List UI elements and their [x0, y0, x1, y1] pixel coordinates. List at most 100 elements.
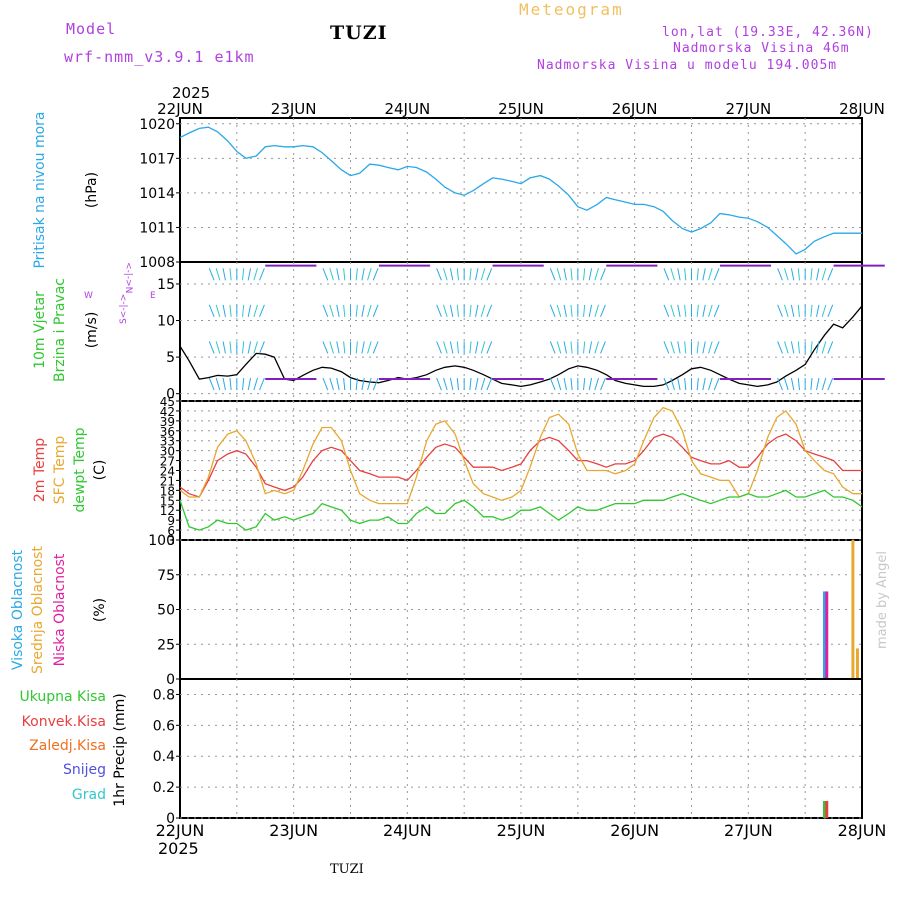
wind-arrow: [677, 377, 681, 391]
wind-arrow: [708, 304, 713, 318]
wind-arrow: [696, 377, 699, 391]
wind-unit: (m/s): [84, 312, 100, 349]
wind-arrow: [229, 341, 232, 354]
cloud-side-labels: Visoka Oblacnost Srednja Oblacnost Niska…: [10, 546, 108, 674]
cloud-bar: [851, 540, 855, 679]
wind-arrow: [583, 341, 586, 354]
wind-arrow: [436, 304, 442, 318]
wind-arrow: [475, 341, 479, 354]
wind-arrow: [797, 304, 800, 317]
wind-arrow: [600, 268, 606, 281]
wind-label-2: Brzina i Pravac: [52, 278, 68, 382]
wind-arrow: [556, 304, 562, 318]
wind-arrow: [329, 341, 334, 354]
wind-arrow: [827, 268, 834, 281]
wind-arrow: [367, 377, 372, 391]
cloud-tick-label: 0: [166, 672, 175, 688]
wind-arrow: [355, 268, 358, 281]
wind-arrow: [486, 304, 493, 318]
wind-arrow: [684, 304, 687, 317]
wind-arrow: [208, 341, 215, 354]
wind-arrow: [229, 304, 232, 317]
temp-tick-label: 42: [160, 405, 175, 419]
wind-label-1: 10m Vjetar: [32, 291, 48, 369]
temp-tick-label: 36: [160, 425, 175, 439]
wind-arrow: [702, 377, 706, 391]
wind-arrow: [556, 268, 562, 281]
wind-arrow: [449, 268, 454, 281]
precip-tick-label: 0: [166, 811, 175, 827]
wind-arrow: [588, 268, 593, 281]
wind-arrow: [480, 341, 486, 354]
wind-arrow: [670, 377, 675, 391]
wind-arrow: [713, 304, 720, 318]
wind-arrow: [784, 377, 789, 391]
precip-panel: 0.8 0.6 0.4 0.2 0: [153, 678, 863, 827]
bottom-date-labels: 22JUN 23JUN 24JUN 25JUN 26JUN 27JUN 28JUN: [156, 821, 887, 840]
wind-arrow: [456, 268, 459, 281]
temp-series-line: [179, 433, 862, 498]
pressure-tick-label: 1008: [139, 255, 175, 271]
temp-tick-label: 9: [167, 514, 175, 528]
cloud-tick-label: 50: [157, 603, 175, 619]
compass-w: W: [84, 291, 93, 301]
wind-arrow: [469, 377, 472, 391]
wind-arrow: [696, 341, 699, 354]
wind-arrow: [215, 377, 221, 391]
wind-arrow: [670, 341, 675, 354]
precip-label-conv: Konvek.Kisa: [22, 714, 106, 730]
wind-arrow: [670, 268, 675, 281]
precip-label-snow: Snijeg: [63, 762, 106, 778]
wind-arrow: [253, 304, 258, 318]
wind-arrow: [355, 304, 358, 317]
wind-arrow: [355, 341, 358, 354]
top-date-label: 25JUN: [498, 100, 544, 118]
wind-arrow: [259, 377, 265, 391]
wind-arrow: [588, 341, 593, 354]
wind-arrow: [563, 341, 567, 354]
wind-arrow: [784, 304, 789, 318]
wind-arrow: [702, 341, 706, 354]
temp-tick-label: 3: [167, 534, 175, 548]
wind-arrow: [570, 304, 573, 317]
cloud-label-3: Niska Oblacnost: [52, 553, 68, 666]
wind-arrow: [797, 377, 800, 391]
wind-arrow: [367, 304, 372, 318]
wind-arrow: [821, 304, 827, 318]
wind-arrow: [594, 341, 599, 354]
station-title: TUZI: [330, 22, 388, 44]
wind-arrow: [713, 341, 720, 354]
model-label: Model: [66, 20, 117, 38]
wind-arrow: [583, 304, 586, 317]
wind-arrow: [253, 341, 258, 354]
wind-arrow: [436, 268, 442, 281]
cloud-label-1: Visoka Oblacnost: [10, 549, 26, 670]
wind-arrow: [253, 377, 258, 391]
precip-unit: 1hr Precip (mm): [112, 693, 128, 806]
wind-arrow: [486, 341, 493, 354]
wind-arrow: [549, 377, 556, 391]
wind-arrow: [570, 268, 573, 281]
wind-arrow: [696, 304, 699, 317]
wind-arrow: [322, 304, 329, 318]
wind-arrow: [777, 341, 783, 354]
wind-arrow: [563, 304, 567, 317]
wind-arrow: [229, 377, 232, 391]
wind-arrow: [222, 377, 226, 391]
precip-side-labels: Ukupna Kisa Konvek.Kisa Zaledj.Kisa Snij…: [19, 689, 128, 807]
wind-arrow: [594, 304, 599, 318]
wind-arrow: [208, 304, 215, 318]
cloud-tick-label: 100: [148, 533, 175, 549]
wind-arrow: [784, 341, 789, 354]
wind-arrow: [588, 377, 593, 391]
temp-tick-label: 21: [160, 474, 175, 488]
top-date-label: 24JUN: [384, 100, 430, 118]
wind-arrow: [663, 304, 670, 318]
wind-arrow: [827, 377, 834, 391]
wind-arrow: [208, 377, 215, 391]
temp-frame: [179, 400, 863, 541]
wind-series-line: [179, 305, 863, 388]
wind-arrow: [443, 304, 448, 318]
wind-arrow: [215, 268, 221, 281]
